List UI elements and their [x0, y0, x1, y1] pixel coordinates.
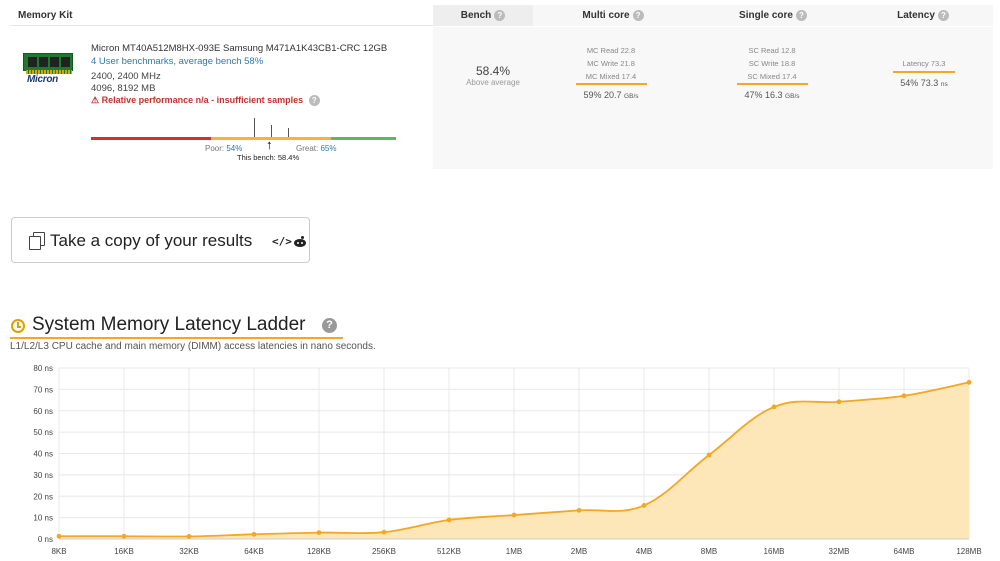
mc-underline: [576, 83, 647, 85]
relative-performance-bar: [91, 137, 396, 140]
latency-underline: [893, 71, 955, 73]
data-point: [836, 399, 842, 405]
data-point: [316, 530, 322, 535]
brand-logo: Micron: [27, 74, 58, 85]
sample-marker: [271, 125, 272, 137]
x-tick-label: 512KB: [437, 547, 461, 556]
data-point: [576, 507, 582, 513]
bench-score: 58.4%: [475, 64, 511, 78]
x-tick-label: 256KB: [372, 547, 396, 556]
x-tick-label: 16KB: [114, 547, 134, 556]
memory-module-image: Micron: [23, 53, 75, 85]
x-tick-label: 16MB: [764, 547, 785, 556]
x-tick-label: 8KB: [51, 547, 66, 556]
y-tick-label: 70 ns: [33, 385, 53, 394]
data-point: [446, 517, 452, 523]
this-bench-arrow-icon: ↑: [266, 137, 273, 152]
y-tick-label: 80 ns: [33, 364, 53, 373]
mc-read: MC Read 22.8: [586, 46, 636, 55]
x-tick-label: 64MB: [894, 547, 915, 556]
take-copy-label: Take a copy of your results: [50, 231, 253, 250]
help-icon[interactable]: ?: [494, 9, 506, 21]
this-bench-label: This bench: 58.4%: [237, 153, 300, 162]
sc-write: SC Write 18.8: [748, 59, 796, 68]
section-underline: [10, 337, 343, 339]
data-point: [771, 404, 777, 410]
data-point: [381, 529, 387, 535]
data-point: [901, 393, 907, 399]
y-tick-label: 40 ns: [33, 450, 53, 459]
latency-value: Latency 73.3: [902, 59, 946, 68]
x-tick-label: 32MB: [829, 547, 850, 556]
data-point: [706, 452, 712, 458]
take-copy-button[interactable]: Take a copy of your results </>: [11, 217, 310, 263]
data-point: [251, 531, 257, 537]
kit-speed: 2400, 2400 MHz: [91, 71, 161, 82]
y-tick-label: 10 ns: [33, 514, 53, 523]
sample-marker: [288, 128, 289, 137]
y-tick-label: 60 ns: [33, 407, 53, 416]
poor-threshold: Poor: 54%: [205, 144, 243, 153]
results-table-header: Memory Kit Bench? Multi core? Single cor…: [10, 5, 993, 26]
help-icon[interactable]: ?: [795, 9, 807, 21]
latency-area: [59, 382, 969, 539]
y-tick-label: 50 ns: [33, 428, 53, 437]
kit-name: Micron MT40A512M8HX-093E Samsung M471A1K…: [91, 43, 388, 54]
data-point: [966, 379, 972, 385]
sample-marker: [254, 118, 255, 137]
clock-icon: [11, 319, 25, 333]
data-point: [186, 534, 192, 539]
y-tick-label: 30 ns: [33, 471, 53, 480]
code-icon[interactable]: </>: [272, 235, 292, 248]
x-tick-label: 1MB: [506, 547, 522, 556]
data-point: [121, 533, 127, 539]
section-description: L1/L2/L3 CPU cache and main memory (DIMM…: [10, 341, 376, 352]
x-tick-label: 32KB: [179, 547, 199, 556]
mc-write: MC Write 21.8: [587, 59, 635, 68]
header-bench[interactable]: Bench?: [433, 5, 533, 26]
x-tick-label: 8MB: [701, 547, 717, 556]
section-title: System Memory Latency Ladder: [32, 314, 306, 335]
help-icon[interactable]: ?: [308, 95, 320, 107]
help-icon[interactable]: ?: [632, 9, 644, 21]
latency-summary: 54% 73.3 ns: [900, 78, 948, 88]
help-icon[interactable]: ?: [937, 9, 949, 21]
header-memory-kit: Memory Kit: [18, 10, 73, 21]
x-tick-label: 128MB: [956, 547, 981, 556]
data-point: [511, 512, 517, 518]
x-tick-label: 4MB: [636, 547, 652, 556]
ram-stick-icon: [23, 53, 73, 74]
stats-panel: [433, 27, 993, 169]
y-tick-label: 20 ns: [33, 492, 53, 501]
header-latency[interactable]: Latency?: [853, 5, 993, 26]
help-icon[interactable]: ?: [322, 318, 337, 333]
x-tick-label: 2MB: [571, 547, 587, 556]
single-core-summary: 47% 16.3 GB/s: [744, 90, 800, 100]
great-threshold: Great: 65%: [296, 144, 337, 153]
mc-mixed: MC Mixed 17.4: [585, 72, 637, 81]
sc-read: SC Read 12.8: [748, 46, 796, 55]
sc-mixed: SC Mixed 17.4: [747, 72, 797, 81]
header-single-core[interactable]: Single core?: [693, 5, 853, 26]
latency-ladder-chart: 0 ns 10 ns 20 ns 30 ns 40 ns 50 ns 60 ns 70 ns 8…: [33, 364, 981, 556]
warning-icon: ⚠: [91, 95, 100, 105]
copy-icon: [29, 232, 45, 250]
insufficient-samples-warning: ⚠ Relative performance n/a - insufficien…: [91, 95, 320, 107]
reddit-icon[interactable]: [293, 236, 307, 247]
sc-underline: [737, 83, 808, 85]
header-multi-core[interactable]: Multi core?: [533, 5, 693, 26]
kit-size: 4096, 8192 MB: [91, 83, 156, 94]
user-benchmarks-link[interactable]: 4 User benchmarks, average bench 58%: [91, 56, 264, 67]
data-point: [56, 533, 62, 539]
y-tick-label: 0 ns: [38, 535, 53, 544]
data-point: [641, 503, 647, 508]
x-tick-label: 64KB: [244, 547, 264, 556]
x-tick-label: 128KB: [307, 547, 331, 556]
bench-rating: Above average: [466, 78, 520, 87]
multi-core-summary: 59% 20.7 GB/s: [583, 90, 639, 100]
